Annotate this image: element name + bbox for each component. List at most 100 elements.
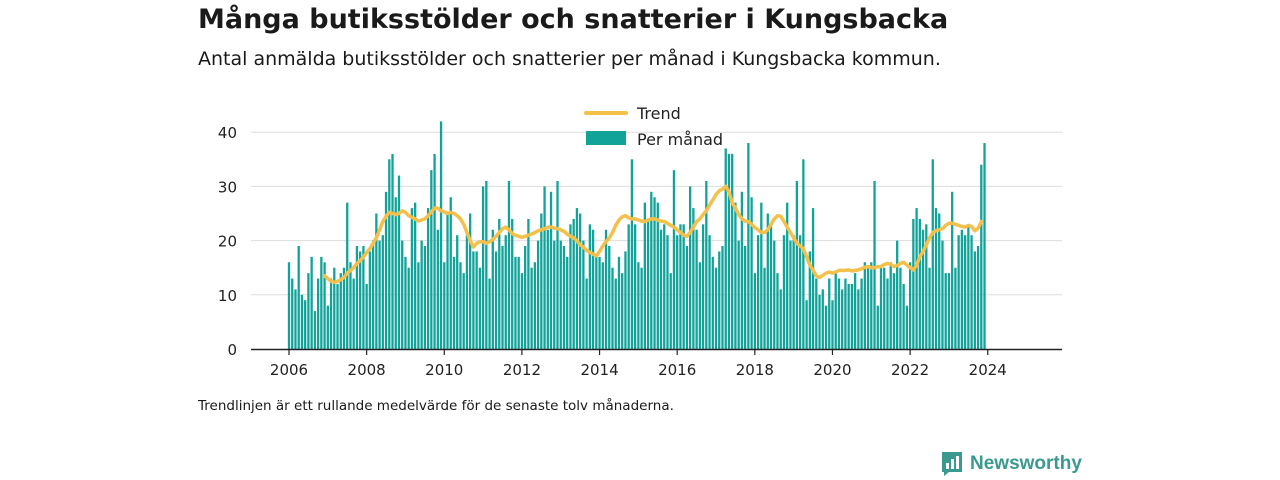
bar-144 xyxy=(753,273,756,349)
bar-99 xyxy=(608,246,611,349)
bar-53 xyxy=(459,262,462,349)
bar-192 xyxy=(908,262,912,349)
bar-176 xyxy=(857,289,860,349)
bar-206 xyxy=(954,267,957,349)
bar-59 xyxy=(478,267,482,349)
x-tick-label-2006: 2006 xyxy=(270,361,308,379)
bar-27 xyxy=(375,213,378,349)
bar-95 xyxy=(595,256,598,349)
bar-151 xyxy=(776,273,779,349)
bar-199 xyxy=(931,159,934,349)
chart-title: Många butiksstölder och snatterier i Kun… xyxy=(198,4,949,35)
bar-115 xyxy=(659,229,663,349)
bar-0 xyxy=(287,262,291,349)
bar-109 xyxy=(640,267,643,349)
bar-61 xyxy=(485,180,488,349)
bar-119 xyxy=(672,170,676,349)
bar-7 xyxy=(310,256,313,349)
bar-118 xyxy=(669,273,672,349)
bar-105 xyxy=(627,224,630,349)
bar-175 xyxy=(853,273,857,349)
bar-56 xyxy=(469,213,472,349)
bar-14 xyxy=(333,267,336,349)
bar-50 xyxy=(449,197,452,349)
bar-139 xyxy=(737,240,740,349)
bar-148 xyxy=(766,213,769,349)
bar-91 xyxy=(582,240,585,349)
bar-4 xyxy=(300,294,304,349)
bar-191 xyxy=(905,305,909,349)
bar-198 xyxy=(928,267,931,349)
bar-131 xyxy=(711,256,714,349)
brand-name: Newsworthy xyxy=(970,453,1082,474)
bar-36 xyxy=(404,256,407,349)
legend-label-trend: Trend xyxy=(636,104,681,123)
bar-chart: 2006 2008 2010 2012 2014 2016 2018 2020 2022 2024… xyxy=(218,104,1062,379)
bar-19 xyxy=(349,262,352,349)
bar-77 xyxy=(536,240,540,349)
y-tick-label-20: 20 xyxy=(218,233,237,251)
bar-157 xyxy=(795,180,799,349)
x-tick-label-2014: 2014 xyxy=(580,361,618,379)
bar-90 xyxy=(579,213,582,349)
bar-197 xyxy=(925,224,928,349)
x-tick-label-2018: 2018 xyxy=(736,361,774,379)
bar-8 xyxy=(313,311,317,349)
bar-213 xyxy=(976,246,980,349)
bar-32 xyxy=(391,153,394,349)
trend-line xyxy=(322,184,984,285)
bar-52 xyxy=(456,235,459,349)
bar-182 xyxy=(876,305,879,349)
bar-116 xyxy=(663,224,666,349)
bar-145 xyxy=(756,235,760,349)
bar-80 xyxy=(546,229,549,349)
bar-21 xyxy=(355,246,359,349)
bar-178 xyxy=(863,262,866,349)
bar-17 xyxy=(342,267,346,349)
x-tick-label-2012: 2012 xyxy=(503,361,541,379)
bar-78 xyxy=(540,213,543,349)
bar-141 xyxy=(743,246,747,349)
bar-2 xyxy=(294,289,297,349)
chart-subtitle: Antal anmälda butiksstölder och snatteri… xyxy=(198,48,941,70)
bar-51 xyxy=(452,256,456,349)
bar-1 xyxy=(291,278,294,349)
bar-200 xyxy=(934,208,938,349)
bar-6 xyxy=(307,273,310,349)
bar-138 xyxy=(734,202,737,349)
bar-45 xyxy=(433,153,436,349)
bar-172 xyxy=(844,278,847,349)
y-tick-label-0: 0 xyxy=(227,341,237,359)
bar-81 xyxy=(549,191,553,349)
bar-146 xyxy=(760,202,763,349)
bar-159 xyxy=(802,159,805,349)
bar-92 xyxy=(585,278,588,349)
bar-22 xyxy=(359,251,362,349)
bar-180 xyxy=(870,262,873,349)
bar-25 xyxy=(368,251,372,349)
bar-102 xyxy=(617,256,621,349)
bar-112 xyxy=(650,191,653,349)
bar-163 xyxy=(815,278,818,349)
bar-12 xyxy=(326,305,329,349)
bar-196 xyxy=(921,229,925,349)
bar-114 xyxy=(656,202,659,349)
bar-212 xyxy=(973,251,976,349)
bar-84 xyxy=(559,240,562,349)
bar-179 xyxy=(866,267,870,349)
bar-208 xyxy=(960,229,964,349)
bar-series-per-manad xyxy=(287,121,986,349)
bar-129 xyxy=(705,180,708,349)
bar-211 xyxy=(970,235,973,349)
bar-167 xyxy=(828,278,831,349)
bar-153 xyxy=(782,235,786,349)
bar-82 xyxy=(553,240,556,349)
bar-122 xyxy=(682,224,685,349)
x-tick-label-2022: 2022 xyxy=(891,361,929,379)
bar-149 xyxy=(769,224,773,349)
bar-65 xyxy=(498,218,501,349)
bar-150 xyxy=(773,240,776,349)
bar-39 xyxy=(414,202,417,349)
bar-33 xyxy=(394,197,397,349)
bar-164 xyxy=(818,294,821,349)
